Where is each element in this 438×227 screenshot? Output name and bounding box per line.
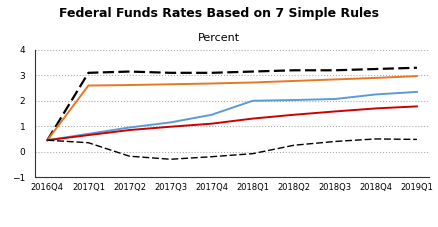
Text: Percent: Percent	[198, 33, 240, 43]
Text: Federal Funds Rates Based on 7 Simple Rules: Federal Funds Rates Based on 7 Simple Ru…	[59, 7, 379, 20]
